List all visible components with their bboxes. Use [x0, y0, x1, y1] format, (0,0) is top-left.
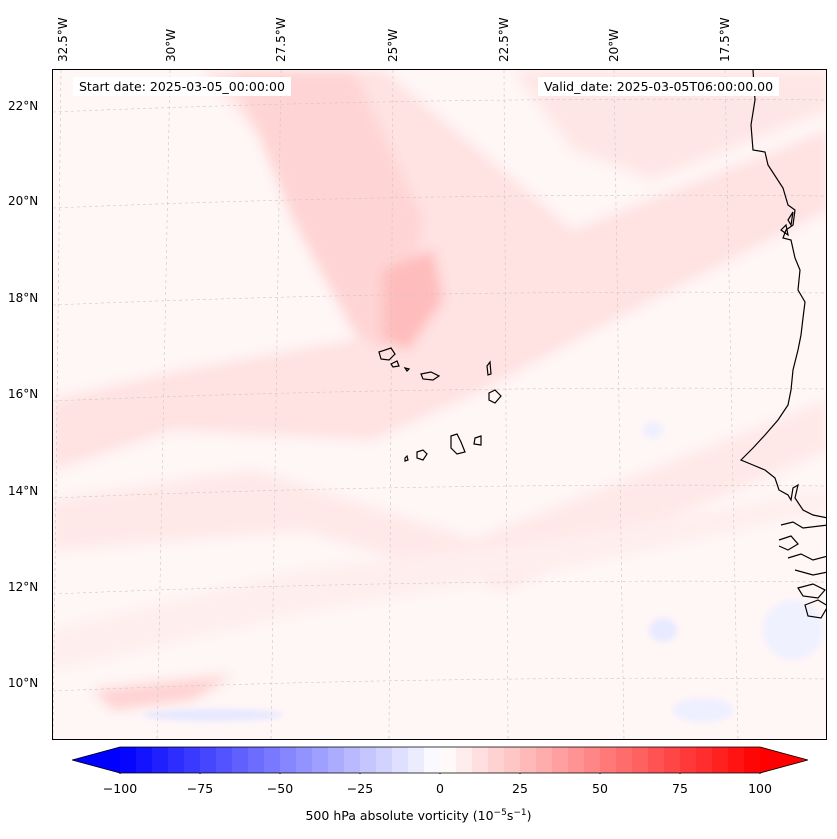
lon-label-32-5w: 32.5°W: [56, 17, 70, 62]
lat-label-14n: 14°N: [8, 484, 39, 498]
colorbar-cell: [296, 747, 313, 773]
colorbar-cell: [136, 747, 153, 773]
colorbar-cell: [120, 747, 137, 773]
colorbar: [72, 746, 808, 774]
colorbar-cell: [712, 747, 729, 773]
colorbar-cell: [184, 747, 201, 773]
colorbar-cell: [328, 747, 345, 773]
colorbar-cell: [440, 747, 457, 773]
positive-band: [53, 70, 826, 710]
vorticity-field: [53, 70, 826, 739]
lon-label-17-5w: 17.5°W: [718, 17, 732, 62]
colorbar-cell: [360, 747, 377, 773]
lat-label-20n: 20°N: [8, 194, 39, 208]
colorbar-cell: [232, 747, 249, 773]
graticule: [53, 70, 826, 739]
colorbar-cell: [472, 747, 489, 773]
lat-label-12n: 12°N: [8, 580, 39, 594]
colorbar-cell: [664, 747, 681, 773]
lat-label-18n: 18°N: [8, 291, 39, 305]
colorbar-cell: [504, 747, 521, 773]
start-date-label: Start date: 2025-03-05_00:00:00: [73, 77, 291, 96]
lat-label-22n: 22°N: [8, 99, 39, 113]
colorbar-cell: [488, 747, 505, 773]
colorbar-tick-label: −75: [186, 781, 214, 796]
colorbar-tick-label: −100: [102, 781, 138, 796]
colorbar-cell: [424, 747, 441, 773]
valid-date-label: Valid_date: 2025-03-05T06:00:00.00: [538, 77, 780, 96]
lon-label-27-5w: 27.5°W: [274, 17, 288, 62]
colorbar-cell: [600, 747, 617, 773]
colorbar-cell: [216, 747, 233, 773]
colorbar-cell: [568, 747, 585, 773]
lat-label-16n: 16°N: [8, 387, 39, 401]
colorbar-cell: [392, 747, 409, 773]
colorbar-tick-label: −50: [266, 781, 294, 796]
colorbar-tick-label: −25: [346, 781, 374, 796]
colorbar-tick-label: 100: [748, 781, 772, 796]
colorbar-cell: [520, 747, 537, 773]
colorbar-cell: [152, 747, 169, 773]
colorbar-cell: [408, 747, 425, 773]
colorbar-cell: [632, 747, 649, 773]
colorbar-tick-label: 0: [436, 781, 444, 796]
colorbar-extend-max: [760, 747, 808, 773]
lat-label-10n: 10°N: [8, 676, 39, 690]
lon-label-20w: 20°W: [607, 28, 621, 62]
lon-label-22-5w: 22.5°W: [497, 17, 511, 62]
colorbar-tick-label: 75: [672, 781, 688, 796]
colorbar-tick-label: 50: [592, 781, 608, 796]
colorbar-extend-min: [72, 747, 120, 773]
colorbar-tick-label: 25: [512, 781, 528, 796]
colorbar-cell: [728, 747, 745, 773]
colorbar-cell: [696, 747, 713, 773]
colorbar-cell: [280, 747, 297, 773]
colorbar-cell: [536, 747, 553, 773]
colorbar-cell: [648, 747, 665, 773]
colorbar-cell: [200, 747, 217, 773]
colorbar-cell: [312, 747, 329, 773]
colorbar-cell: [264, 747, 281, 773]
lon-label-25w: 25°W: [386, 28, 400, 62]
colorbar-cell: [552, 747, 569, 773]
coastline-africa: [739, 70, 826, 619]
colorbar-cell: [344, 747, 361, 773]
colorbar-cell: [456, 747, 473, 773]
colorbar-cell: [616, 747, 633, 773]
lon-label-30w: 30°W: [164, 28, 178, 62]
colorbar-cell: [680, 747, 697, 773]
colorbar-cell: [168, 747, 185, 773]
colorbar-cell: [376, 747, 393, 773]
colorbar-label: 500 hPa absolute vorticity (10−5s−1): [305, 808, 532, 824]
colorbar-cell: [584, 747, 601, 773]
map-panel[interactable]: [52, 69, 827, 740]
cape-verde-islands: [378, 347, 502, 462]
colorbar-cell: [248, 747, 265, 773]
colorbar-cell: [744, 747, 761, 773]
